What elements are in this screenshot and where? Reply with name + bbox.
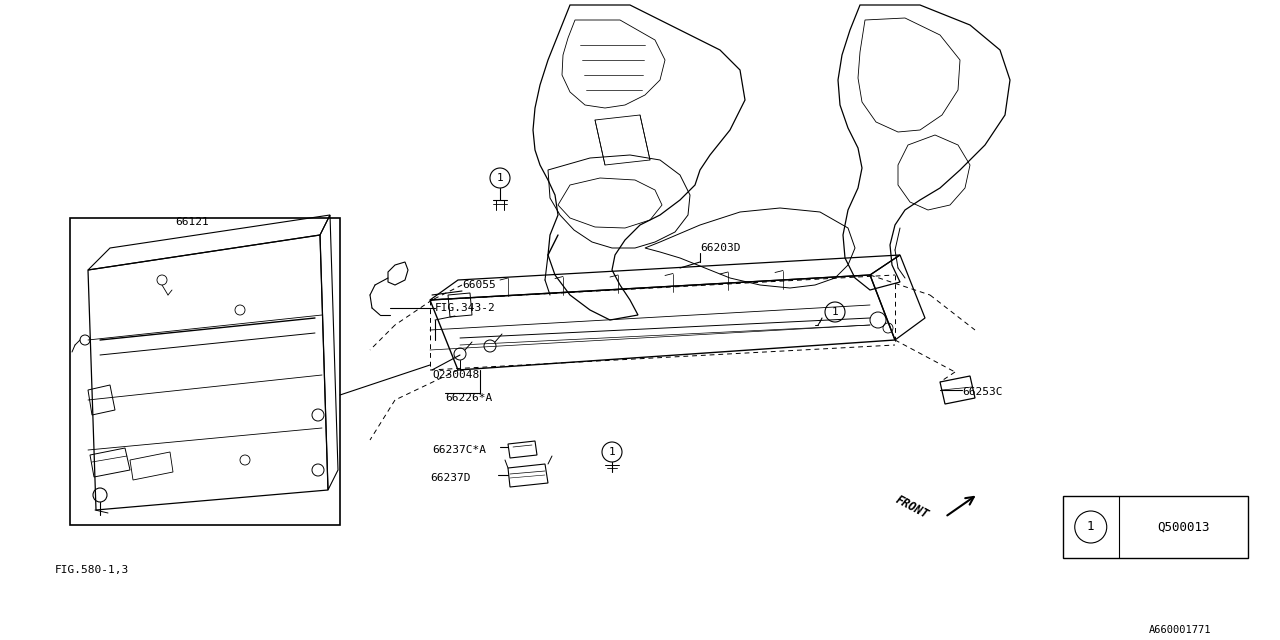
- Text: 66121: 66121: [175, 217, 209, 227]
- Text: 66203D: 66203D: [700, 243, 741, 253]
- Text: 1: 1: [1087, 520, 1094, 534]
- Text: FIG.580-1,3: FIG.580-1,3: [55, 565, 129, 575]
- Text: 66226*A: 66226*A: [445, 393, 493, 403]
- Text: 1: 1: [832, 307, 838, 317]
- Text: 66253C: 66253C: [963, 387, 1002, 397]
- Text: Q500013: Q500013: [1157, 520, 1210, 534]
- Bar: [1062, 496, 1248, 558]
- Text: 66237C*A: 66237C*A: [433, 445, 486, 455]
- Text: 1: 1: [497, 173, 503, 183]
- Text: 66237D: 66237D: [430, 473, 471, 483]
- Text: Q230048: Q230048: [433, 370, 479, 380]
- Bar: [70, 218, 340, 525]
- Text: A660001771: A660001771: [1148, 625, 1211, 635]
- Text: 1: 1: [608, 447, 616, 457]
- Text: 66055: 66055: [462, 280, 495, 290]
- Text: FIG.343-2: FIG.343-2: [435, 303, 495, 313]
- Text: FRONT: FRONT: [893, 493, 931, 521]
